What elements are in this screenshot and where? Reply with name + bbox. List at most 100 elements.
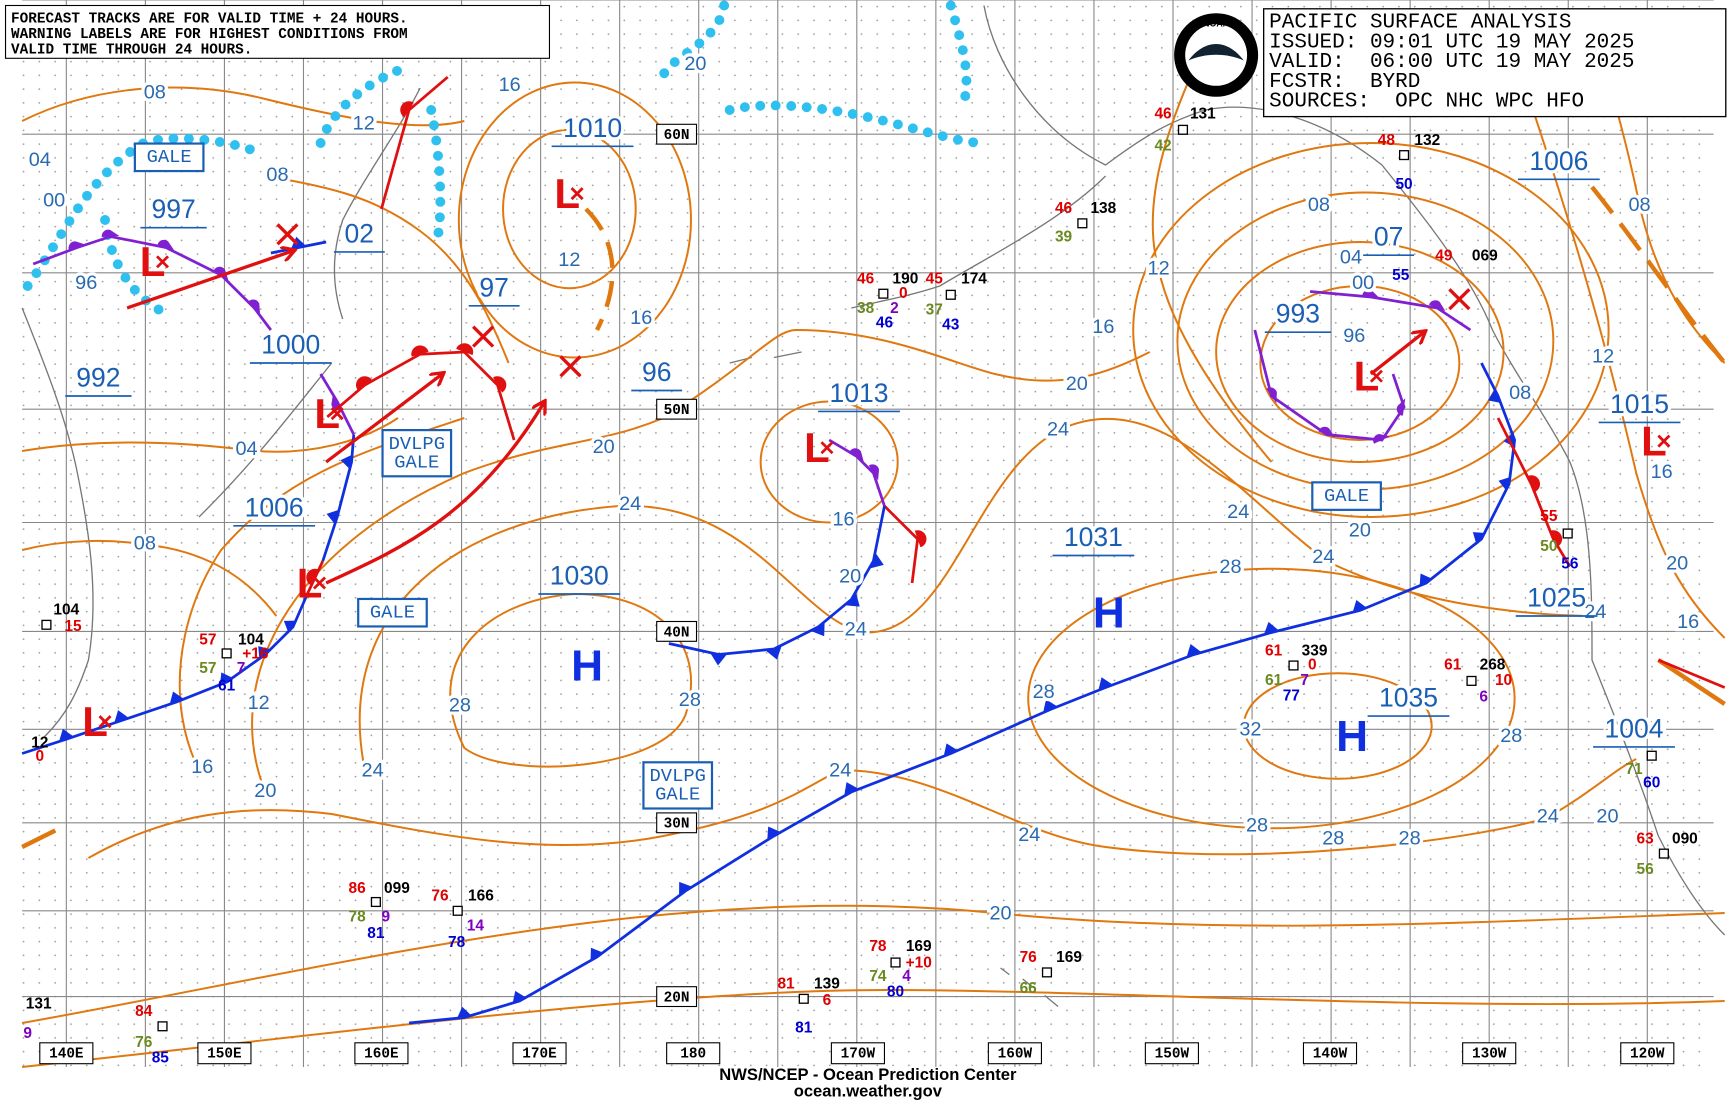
lon-label: 180	[680, 1047, 706, 1063]
isobar-label: 12	[1148, 258, 1170, 280]
station-value: 63	[1636, 830, 1654, 847]
isobar-label: 04	[235, 438, 257, 460]
isobar-label: 16	[832, 509, 854, 531]
station-value: 46	[1055, 200, 1073, 217]
isobar-label: 96	[1343, 325, 1365, 347]
lon-label: 160E	[364, 1047, 399, 1063]
station-symbol	[221, 648, 232, 659]
forecast-x	[472, 325, 495, 348]
lon-label: 170W	[841, 1047, 876, 1063]
station-value: 71	[1625, 761, 1643, 778]
isobar-label: 12	[558, 249, 580, 271]
station-value: 45	[926, 271, 944, 288]
center-pressure: 1013	[830, 378, 889, 408]
station-value: 78	[448, 934, 466, 951]
station-value: 268	[1480, 657, 1506, 674]
iso	[502, 128, 637, 290]
station-value: 6	[1479, 689, 1488, 706]
isobar-label: 08	[266, 164, 288, 186]
isobar-label: 08	[1509, 382, 1531, 404]
lon-label: 140W	[1313, 1047, 1348, 1063]
station-value: 174	[961, 271, 987, 288]
coast	[198, 362, 333, 518]
center-pressure: 02	[345, 218, 375, 248]
isobar-label: 24	[1227, 501, 1249, 523]
isobar-label: 16	[191, 756, 213, 778]
lat-label: 30N	[664, 817, 690, 833]
lon-label: 150W	[1155, 1047, 1190, 1063]
lon-label: 150E	[207, 1047, 242, 1063]
lon-box	[830, 1042, 886, 1065]
warning-label: DVLPG	[389, 433, 445, 455]
isobar-label: 12	[248, 692, 270, 714]
station-value: 50	[1540, 538, 1557, 555]
isobar-label: 12	[353, 113, 375, 135]
station-value: 81	[367, 925, 385, 942]
station-value: 138	[1090, 200, 1116, 217]
warning-box	[133, 142, 205, 173]
isobar-label: 24	[1047, 418, 1069, 440]
station-value: 57	[199, 660, 216, 677]
isobar-label: 28	[1033, 681, 1055, 703]
lon-box	[1144, 1042, 1199, 1065]
low-x	[330, 407, 344, 421]
isobar-label: 16	[499, 74, 521, 96]
isobar-label: 12	[1592, 346, 1614, 368]
station-value: 7	[237, 660, 246, 677]
isobar-label: 24	[1537, 806, 1559, 828]
ice	[658, 0, 730, 82]
station-value: 7	[1300, 672, 1309, 689]
station-symbol	[1288, 660, 1299, 671]
isobar-label: 24	[845, 619, 867, 641]
station-value: +10	[906, 955, 932, 972]
isobar-label: 24	[1584, 601, 1606, 623]
warning-label: GALE	[370, 602, 415, 624]
station-value: 14	[467, 917, 485, 934]
occ	[1253, 329, 1406, 444]
isobar-label: 28	[449, 694, 471, 716]
station-value: 131	[1190, 106, 1216, 123]
station-value: 80	[887, 983, 904, 1000]
lat-box	[656, 812, 698, 834]
warning-label: GALE	[394, 452, 439, 474]
warning-label: GALE	[655, 784, 700, 806]
station-value: 132	[1414, 132, 1440, 149]
station-value: 61	[1265, 672, 1283, 689]
isobar-label: 16	[1651, 461, 1673, 483]
noaa-logo-inner	[1185, 24, 1248, 86]
isobar-label: 20	[684, 53, 706, 75]
ice	[426, 105, 446, 247]
lon-box	[666, 1042, 721, 1065]
station-value: 49	[1435, 247, 1452, 264]
header-sources: SOURCES: OPC NHC WPC HFO	[1269, 91, 1584, 114]
logo-text: NOAA	[1203, 19, 1230, 29]
lat-label: 60N	[664, 128, 690, 144]
warning-box	[357, 597, 428, 628]
station-value: 81	[777, 976, 795, 993]
station-symbol	[1658, 848, 1669, 859]
center-pressure: 1031	[1064, 522, 1123, 552]
lon-box	[197, 1042, 252, 1065]
station-symbol	[878, 288, 889, 299]
station-value: 50	[1395, 176, 1412, 193]
lon-box	[1302, 1042, 1358, 1065]
isobar-label: 04	[29, 149, 51, 171]
isobar-label: 20	[1666, 553, 1688, 575]
center-pressure: 1035	[1379, 683, 1438, 713]
station-value: 85	[152, 1049, 170, 1066]
station-symbol	[1041, 967, 1053, 978]
high-center: H	[1093, 589, 1125, 638]
station-value: 104	[53, 602, 79, 619]
low-x	[570, 187, 584, 201]
station-symbol	[41, 619, 52, 630]
station-symbol	[945, 289, 956, 300]
isobar-label: 16	[1677, 611, 1699, 633]
station-value: 81	[795, 1020, 813, 1037]
station-value: 12	[31, 735, 48, 752]
isobar-label: 08	[1308, 194, 1330, 216]
station-value: 76	[135, 1034, 153, 1051]
station-value: 42	[1154, 137, 1171, 154]
isobar-label: 20	[254, 780, 276, 802]
track	[126, 251, 293, 310]
storm-tracks	[126, 251, 1424, 585]
